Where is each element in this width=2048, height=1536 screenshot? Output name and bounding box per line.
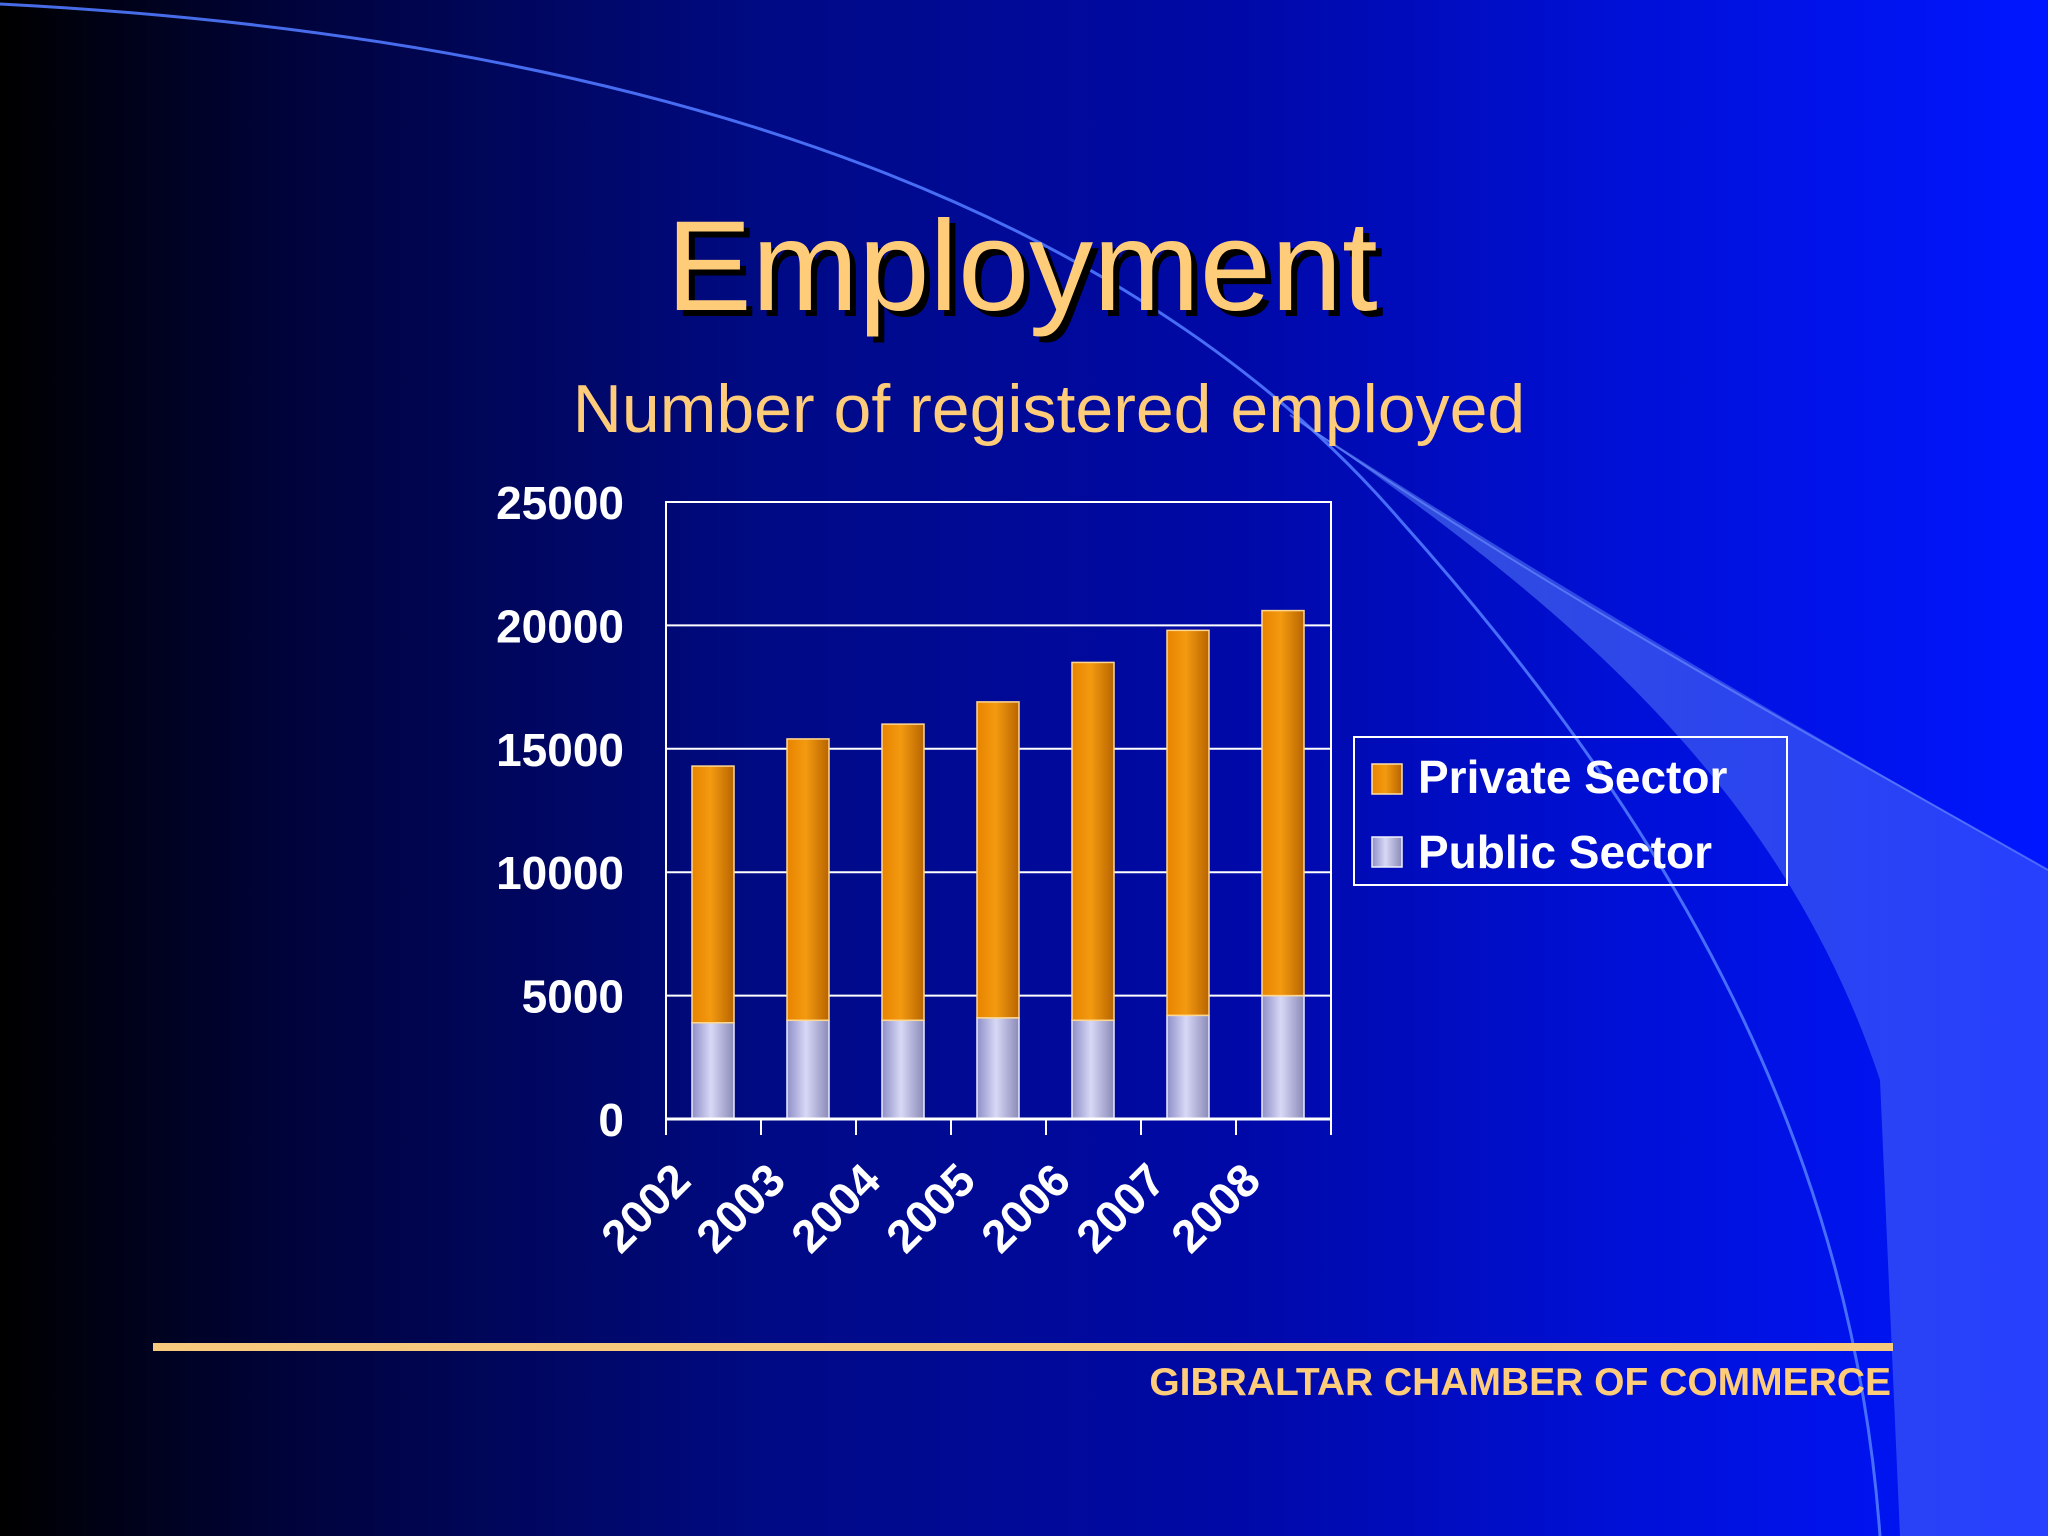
y-tick-label: 5000 <box>522 971 624 1023</box>
bar-public-sector-2007 <box>1166 1014 1210 1120</box>
bar-private-sector-2004 <box>881 723 925 1022</box>
y-tick-label: 10000 <box>496 847 624 899</box>
legend-label-public-sector: Public Sector <box>1418 826 1712 878</box>
slide-title: Employment <box>666 195 1378 338</box>
footer-rule <box>153 1343 1893 1351</box>
x-tick-label: 2004 <box>781 1153 890 1262</box>
legend-label-private-sector: Private Sector <box>1418 751 1727 803</box>
bar-private-sector-2007 <box>1166 629 1210 1017</box>
bar-public-sector-2008 <box>1261 994 1305 1120</box>
bar-public-sector-2005 <box>976 1017 1020 1120</box>
legend-box <box>1353 736 1788 886</box>
x-tick-label: 2008 <box>1161 1153 1270 1262</box>
bar-private-sector-2006 <box>1071 661 1115 1022</box>
bar-public-sector-2002 <box>691 1021 735 1120</box>
x-tick-label: 2007 <box>1066 1153 1175 1262</box>
bar-public-sector-2004 <box>881 1019 925 1120</box>
x-tick-label: 2002 <box>591 1153 700 1262</box>
bar-private-sector-2002 <box>691 765 735 1024</box>
bar-private-sector-2005 <box>976 701 1020 1019</box>
y-tick-label: 25000 <box>496 477 624 529</box>
y-tick-label: 15000 <box>496 724 624 776</box>
bar-public-sector-2006 <box>1071 1019 1115 1120</box>
y-tick-label: 20000 <box>496 600 624 652</box>
x-tick-label: 2006 <box>971 1153 1080 1262</box>
footer-organization: GIBRALTAR CHAMBER OF COMMERCE <box>1149 1361 1891 1404</box>
chart-legend: Private Sector Public Sector <box>1353 736 1788 886</box>
x-tick-label: 2003 <box>686 1153 795 1262</box>
x-tick-label: 2005 <box>876 1153 985 1262</box>
bar-private-sector-2003 <box>786 738 830 1022</box>
y-tick-label: 0 <box>598 1094 624 1146</box>
bar-public-sector-2003 <box>786 1019 830 1120</box>
legend-swatch-public-sector <box>1371 836 1403 868</box>
chart-subtitle: Number of registered employed <box>573 371 1525 447</box>
legend-swatch-private-sector <box>1371 763 1403 795</box>
bar-private-sector-2008 <box>1261 609 1305 997</box>
